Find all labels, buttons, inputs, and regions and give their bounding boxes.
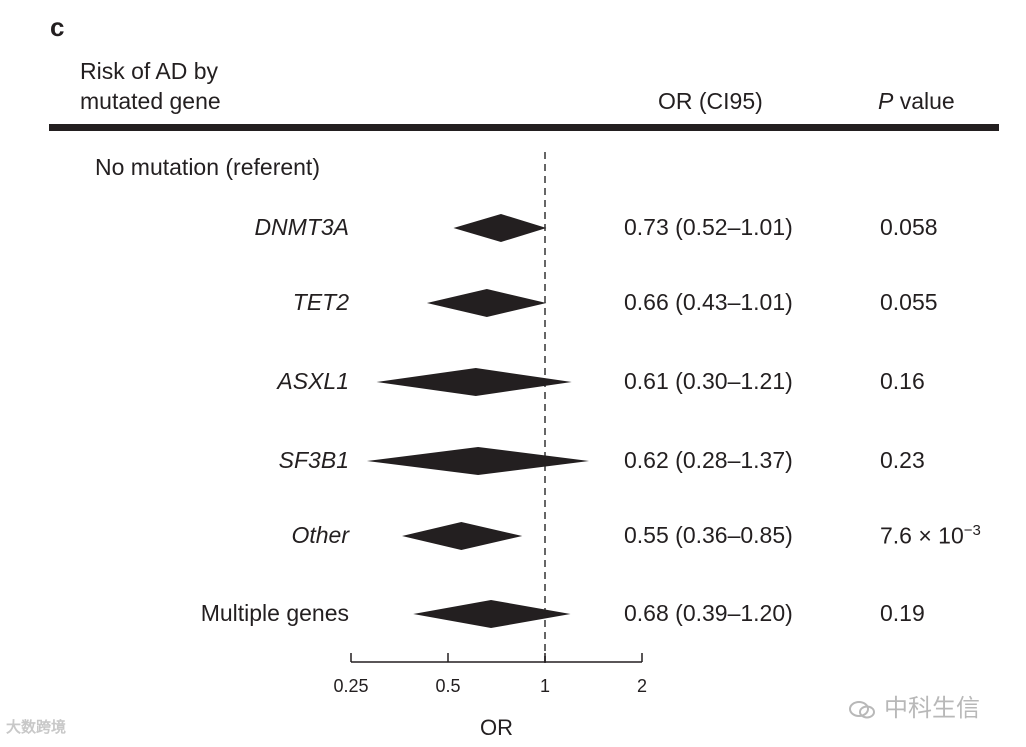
diamond-dnmt3a: [453, 214, 547, 242]
gene-label: SF3B1: [278, 447, 349, 473]
diamond-asxl1: [376, 368, 572, 396]
gene-label: ASXL1: [277, 368, 349, 394]
watermark-right: 中科生信: [848, 688, 980, 723]
or-ci-value: 0.66 (0.43–1.01): [624, 289, 793, 315]
gene-label: TET2: [292, 289, 349, 315]
header-p-rest: value: [893, 88, 955, 114]
header-title-line2: mutated gene: [80, 88, 221, 114]
p-value: 0.055: [880, 289, 938, 315]
p-value: 0.16: [880, 368, 925, 394]
p-value: 7.6 × 10−3: [880, 522, 981, 549]
gene-label: Multiple genes: [200, 600, 349, 626]
x-axis-title: OR: [480, 715, 513, 740]
diamond-sf3b1: [366, 447, 590, 475]
header-or-column: OR (CI95): [658, 88, 763, 114]
header-p-italic: P: [878, 88, 894, 114]
p-value: 0.23: [880, 447, 925, 473]
referent-label: No mutation (referent): [95, 154, 320, 180]
diamond-tet2: [426, 289, 547, 317]
wechat-icon: [849, 700, 875, 719]
or-ci-value: 0.73 (0.52–1.01): [624, 214, 793, 240]
diamond-other: [402, 522, 523, 550]
header-p-column: P value: [878, 88, 955, 115]
panel-label: c: [50, 12, 65, 42]
p-value: 0.19: [880, 600, 925, 626]
header-title-line1: Risk of AD by: [80, 58, 219, 84]
x-tick-label: 0.5: [435, 676, 460, 696]
or-ci-value: 0.62 (0.28–1.37): [624, 447, 793, 473]
or-ci-value: 0.55 (0.36–0.85): [624, 522, 793, 548]
x-tick-label: 0.25: [333, 676, 368, 696]
x-tick-label: 2: [637, 676, 647, 696]
or-ci-value: 0.61 (0.30–1.21): [624, 368, 793, 394]
p-value: 0.058: [880, 214, 938, 240]
watermark-right-text: 中科生信: [884, 695, 980, 722]
gene-label: DNMT3A: [254, 214, 349, 240]
diamond-multiple-genes: [413, 600, 571, 628]
header-rule: [49, 124, 999, 131]
or-ci-value: 0.68 (0.39–1.20): [624, 600, 793, 626]
x-tick-label: 1: [540, 676, 550, 696]
watermark-left: 大数跨境: [6, 719, 67, 736]
p-value-exponent: −3: [963, 522, 981, 539]
gene-label: Other: [291, 522, 349, 548]
